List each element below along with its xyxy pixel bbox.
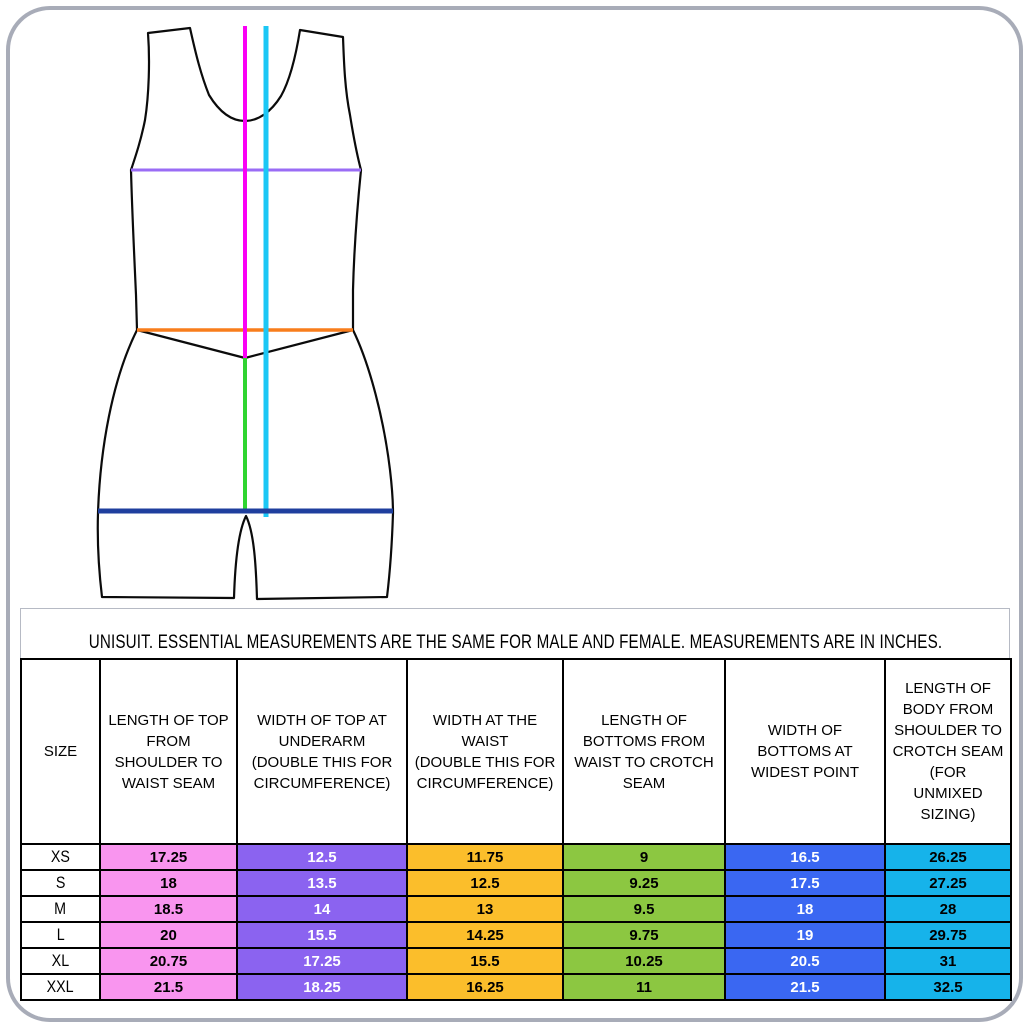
value-cell: 11	[562, 973, 726, 1001]
value-cell: 12.5	[236, 843, 408, 871]
value-cell: 28	[884, 895, 1012, 923]
size-label: XL	[20, 947, 101, 975]
size-label: S	[20, 869, 101, 897]
table-row-xs: XS 17.25 12.5 11.75 9 16.5 26.25	[20, 843, 1012, 871]
value-cell: 18	[99, 869, 238, 897]
size-label: L	[20, 921, 101, 949]
value-cell: 21.5	[99, 973, 238, 1001]
column-header-underarm-width: WIDTH OF TOP AT UNDERARM (DOUBLE THIS FO…	[236, 658, 408, 845]
value-cell: 16.25	[406, 973, 564, 1001]
size-label: M	[20, 895, 101, 923]
value-cell: 31	[884, 947, 1012, 975]
table-row-xxl: XXL 21.5 18.25 16.25 11 21.5 32.5	[20, 973, 1012, 1001]
value-cell: 20.5	[724, 947, 886, 975]
size-chart-table: SIZE LENGTH OF TOP FROM SHOULDER TO WAIS…	[20, 658, 1012, 1001]
value-cell: 11.75	[406, 843, 564, 871]
value-cell: 18.5	[99, 895, 238, 923]
value-cell: 17.25	[236, 947, 408, 975]
value-cell: 13.5	[236, 869, 408, 897]
column-header-top-length: LENGTH OF TOP FROM SHOULDER TO WAIST SEA…	[99, 658, 238, 845]
table-title: UNISUIT. ESSENTIAL MEASUREMENTS ARE THE …	[20, 608, 1010, 658]
value-cell: 17.25	[99, 843, 238, 871]
value-cell: 13	[406, 895, 564, 923]
table-row-xl: XL 20.75 17.25 15.5 10.25 20.5 31	[20, 947, 1012, 975]
value-cell: 15.5	[406, 947, 564, 975]
value-cell: 9.75	[562, 921, 726, 949]
header-row: SIZE LENGTH OF TOP FROM SHOULDER TO WAIS…	[20, 658, 1012, 845]
table-row-s: S 18 13.5 12.5 9.25 17.5 27.25	[20, 869, 1012, 897]
unisuit-diagram	[96, 26, 395, 601]
value-cell: 18	[724, 895, 886, 923]
value-cell: 29.75	[884, 921, 1012, 949]
value-cell: 15.5	[236, 921, 408, 949]
column-header-bottoms-width: WIDTH OF BOTTOMS AT WIDEST POINT	[724, 658, 886, 845]
value-cell: 14	[236, 895, 408, 923]
value-cell: 16.5	[724, 843, 886, 871]
value-cell: 26.25	[884, 843, 1012, 871]
value-cell: 20	[99, 921, 238, 949]
column-header-body-length: LENGTH OF BODY FROM SHOULDER TO CROTCH S…	[884, 658, 1012, 845]
table-row-l: L 20 15.5 14.25 9.75 19 29.75	[20, 921, 1012, 949]
size-label: XS	[20, 843, 101, 871]
value-cell: 18.25	[236, 973, 408, 1001]
table-title-text: UNISUIT. ESSENTIAL MEASUREMENTS ARE THE …	[88, 632, 942, 653]
value-cell: 19	[724, 921, 886, 949]
value-cell: 21.5	[724, 973, 886, 1001]
value-cell: 9.25	[562, 869, 726, 897]
size-label: XXL	[20, 973, 101, 1001]
column-header-bottoms-length: LENGTH OF BOTTOMS FROM WAIST TO CROTCH S…	[562, 658, 726, 845]
value-cell: 32.5	[884, 973, 1012, 1001]
value-cell: 27.25	[884, 869, 1012, 897]
value-cell: 9	[562, 843, 726, 871]
value-cell: 10.25	[562, 947, 726, 975]
column-header-waist-width: WIDTH AT THE WAIST (DOUBLE THIS FOR CIRC…	[406, 658, 564, 845]
value-cell: 12.5	[406, 869, 564, 897]
value-cell: 14.25	[406, 921, 564, 949]
column-header-size: SIZE	[20, 658, 101, 845]
value-cell: 20.75	[99, 947, 238, 975]
value-cell: 17.5	[724, 869, 886, 897]
value-cell: 9.5	[562, 895, 726, 923]
table-row-m: M 18.5 14 13 9.5 18 28	[20, 895, 1012, 923]
